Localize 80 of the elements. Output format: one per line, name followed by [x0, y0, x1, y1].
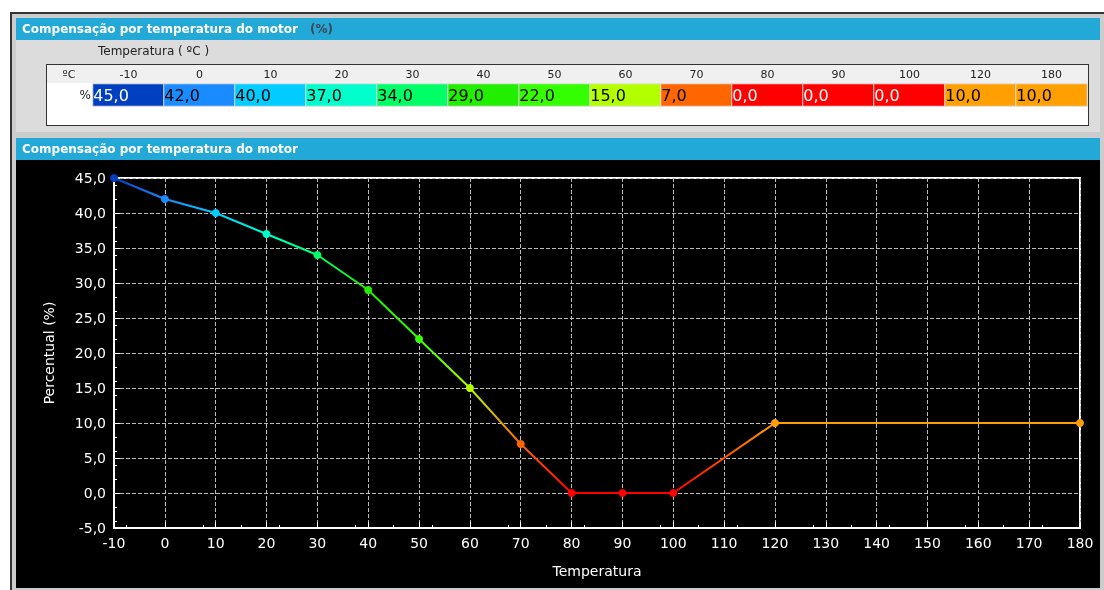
x-tick-label: 110 [710, 535, 738, 551]
y-tick-label: % [79, 88, 91, 102]
x-axis-title: Temperatura [551, 563, 642, 579]
x-tick-label: 90 [613, 535, 632, 551]
data-label: 10,0 [945, 85, 981, 105]
point [415, 335, 424, 343]
x-tick-label: -10 [119, 68, 138, 81]
x-tick-label: 120 [970, 68, 991, 81]
data-label: 0,0 [874, 85, 900, 105]
x-tick-label: 70 [689, 68, 704, 81]
x-tick-label: -10 [102, 535, 126, 551]
data-label: 7,0 [661, 85, 687, 105]
x-tick-label: 20 [257, 535, 276, 551]
x-tick-label: 30 [308, 535, 327, 551]
point [567, 489, 576, 497]
chart-subtitle: (%) [309, 22, 333, 36]
point [669, 489, 678, 497]
x-axis-title: Temperatura ( ºC ) [98, 44, 210, 58]
point [516, 440, 525, 448]
y-axis-title: Percentual (%) [41, 301, 57, 405]
point [364, 286, 373, 294]
x-tick-label: 140 [863, 535, 890, 551]
x-tick-label: 60 [618, 68, 633, 81]
data-label: 42,0 [164, 85, 200, 105]
y-tick-label: 20,0 [74, 345, 106, 361]
x-tick-label: 40 [476, 68, 491, 81]
data-label: 22,0 [519, 85, 555, 105]
x-tick-label: 50 [410, 535, 428, 551]
x-tick-label: 90 [831, 68, 846, 81]
point [1076, 419, 1084, 427]
data-label: 10,0 [1016, 85, 1052, 105]
x-tick-label: 30 [405, 68, 420, 81]
annotation: ºC [61, 67, 77, 83]
x-tick-label: 160 [964, 535, 992, 551]
point [618, 489, 627, 497]
x-tick-label: 180 [1066, 535, 1094, 551]
x-tick-label: 100 [899, 68, 920, 81]
x-tick-label: 120 [761, 535, 789, 551]
data-label: 37,0 [306, 85, 342, 105]
point [465, 384, 474, 392]
data-label: 15,0 [590, 85, 626, 105]
x-tick-label: 20 [334, 68, 349, 81]
x-tick-label: 40 [359, 535, 378, 551]
data-label: 34,0 [377, 85, 413, 105]
data-label: 29,0 [448, 85, 484, 105]
y-tick-label: 25,0 [74, 310, 106, 326]
data-label: 0,0 [803, 85, 829, 105]
x-tick-label: 80 [760, 68, 775, 81]
chart-title: Compensação por temperatura do motor [16, 138, 1100, 160]
x-tick-label: 100 [659, 535, 687, 551]
data-label: 40,0 [235, 85, 271, 105]
x-tick-label: 80 [562, 535, 581, 551]
x-tick-label: 50 [547, 68, 562, 81]
x-tick-label: 130 [812, 535, 840, 551]
x-tick-label: 0 [196, 68, 203, 81]
x-tick-label: 60 [460, 535, 479, 551]
y-tick-label: 35,0 [74, 240, 106, 256]
point [211, 209, 220, 217]
x-tick-label: 170 [1015, 535, 1043, 551]
point [110, 174, 118, 182]
y-tick-label: 10,0 [74, 415, 106, 431]
y-tick-label: 0,0 [83, 485, 106, 501]
point [160, 195, 169, 203]
y-tick-label: 30,0 [74, 275, 106, 291]
x-tick-label: 10 [263, 68, 278, 81]
chart-title: Compensação por temperatura do motor [22, 22, 298, 36]
point [770, 419, 779, 427]
x-tick-label: 10 [206, 535, 225, 551]
x-tick-label: 150 [914, 535, 941, 551]
y-tick-label: 45,0 [74, 170, 106, 186]
x-tick-label: 0 [160, 535, 170, 551]
point [262, 230, 271, 238]
y-tick-label: 40,0 [74, 205, 106, 221]
point [313, 251, 322, 259]
data-label: 0,0 [732, 85, 758, 105]
y-tick-label: 15,0 [74, 380, 106, 396]
x-tick-label: 180 [1041, 68, 1062, 81]
y-tick-label: 5,0 [83, 450, 106, 466]
x-tick-label: 70 [511, 535, 530, 551]
y-tick-label: -5,0 [78, 520, 106, 536]
